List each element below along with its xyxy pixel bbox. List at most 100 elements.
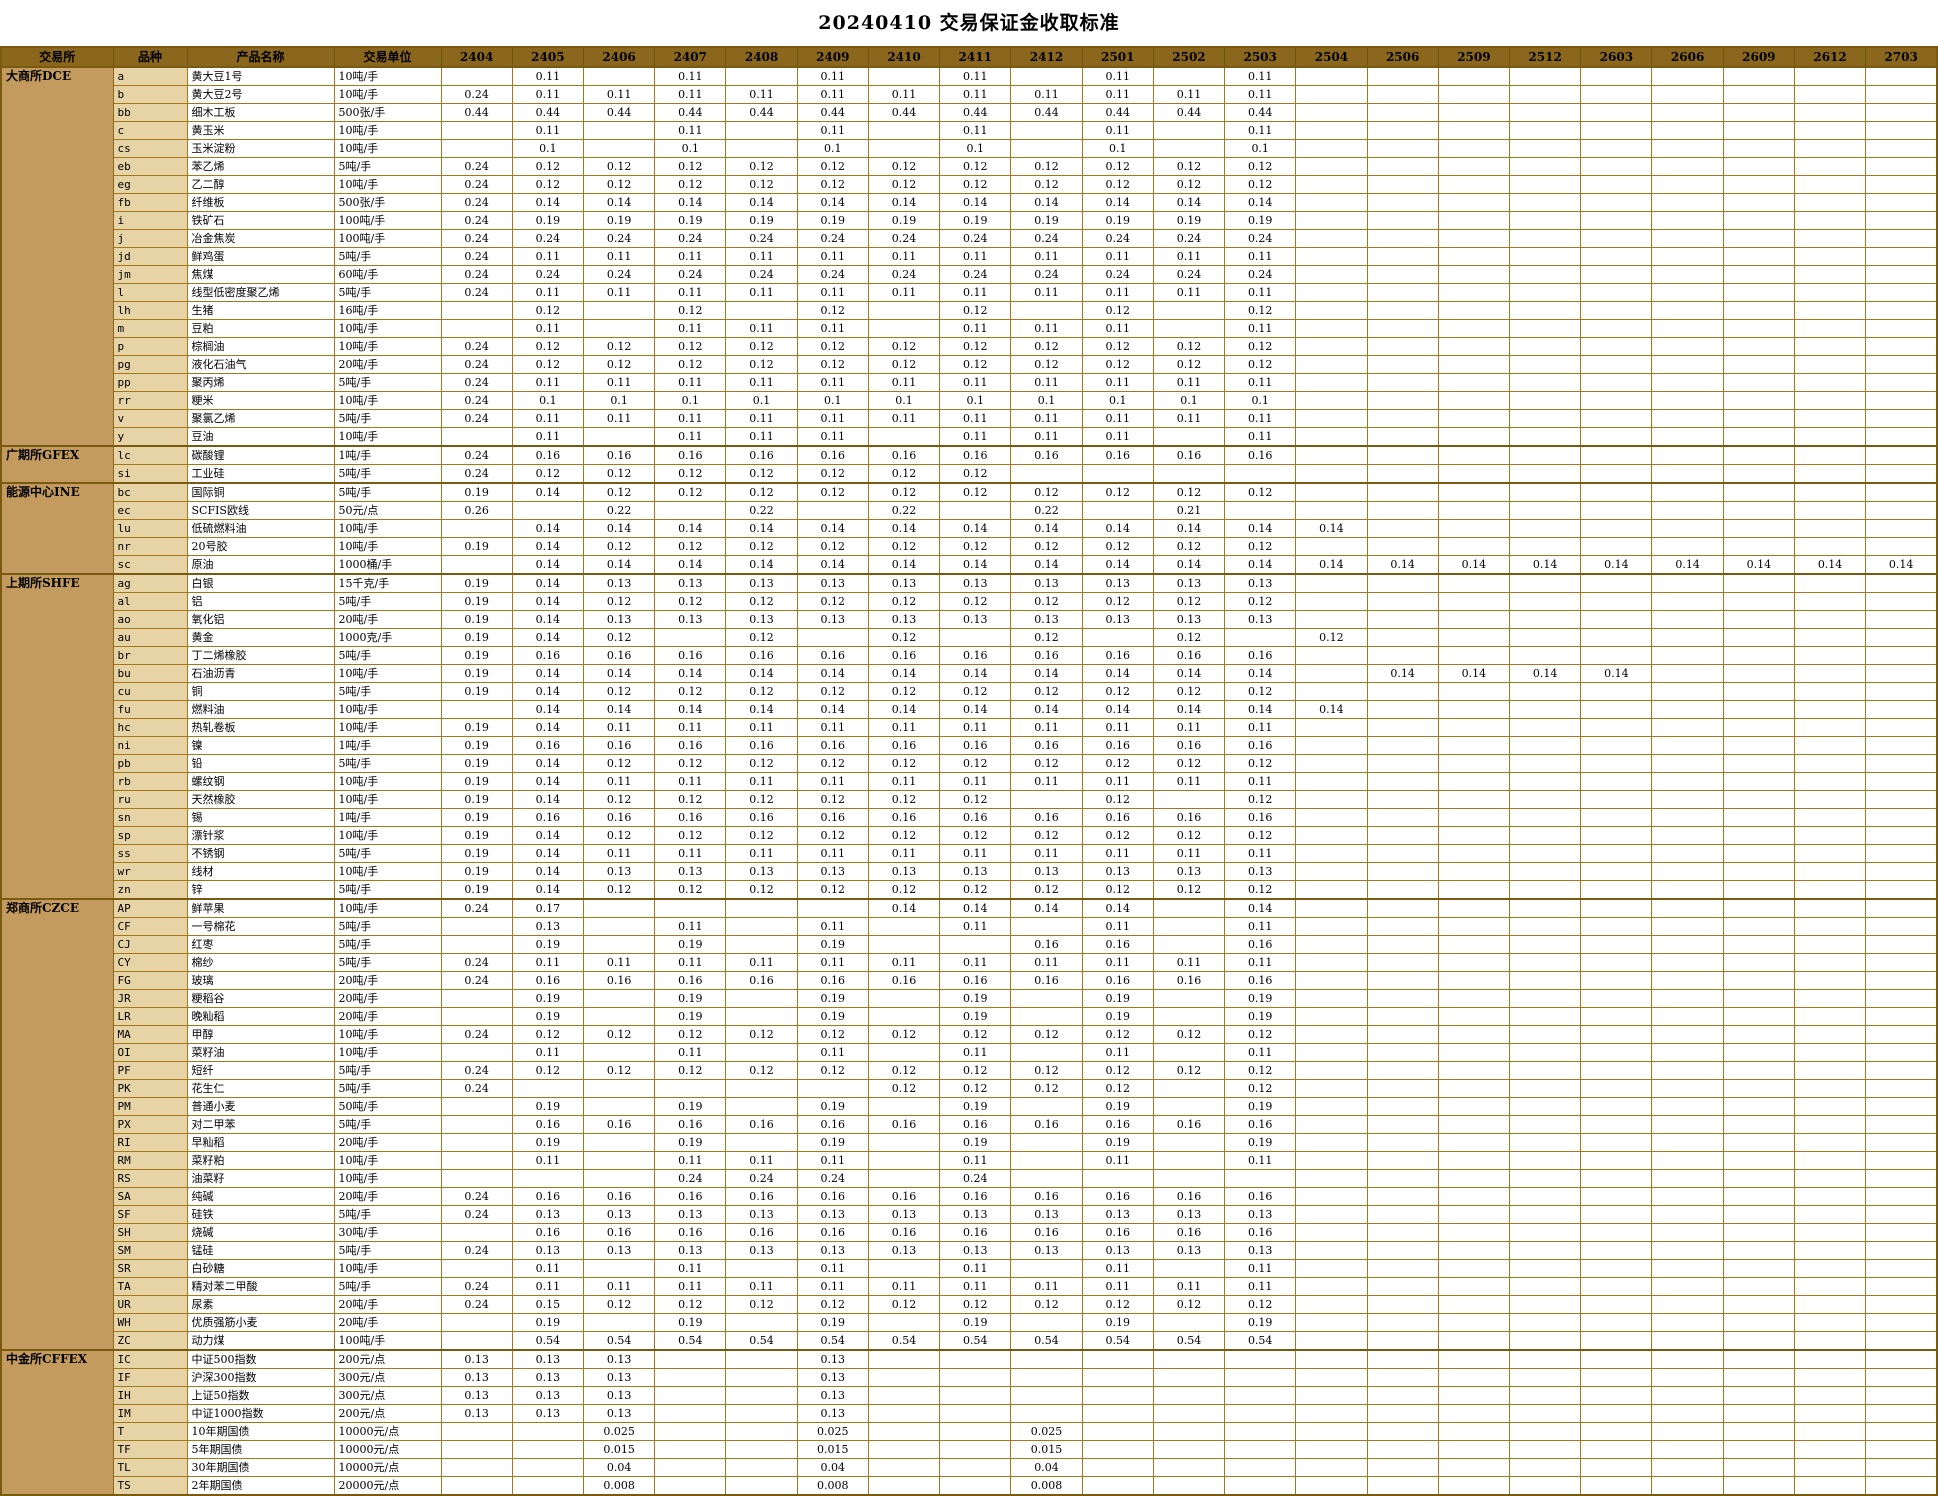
margin-value-cell[interactable]: 0.11 (1010, 844, 1083, 863)
margin-value-cell[interactable] (1580, 1133, 1653, 1152)
margin-value-cell[interactable]: 0.44 (1081, 103, 1154, 122)
product-name-cell[interactable]: 螺纹钢 (186, 772, 335, 791)
margin-value-cell[interactable]: 0.24 (440, 1079, 513, 1098)
margin-value-cell[interactable] (1793, 1295, 1867, 1314)
margin-value-cell[interactable] (725, 1404, 798, 1423)
margin-value-cell[interactable] (1793, 1277, 1867, 1296)
product-name-cell[interactable]: 烧碱 (186, 1223, 335, 1242)
margin-value-cell[interactable] (440, 1169, 513, 1188)
margin-value-cell[interactable]: 0.12 (867, 537, 941, 556)
margin-value-cell[interactable]: 0.14 (511, 790, 584, 809)
margin-value-cell[interactable]: 0.13 (1152, 1241, 1226, 1260)
margin-value-cell[interactable] (1865, 1404, 1938, 1423)
margin-value-cell[interactable] (1722, 391, 1795, 410)
margin-value-cell[interactable]: 0.14 (511, 193, 584, 212)
margin-value-cell[interactable] (1437, 898, 1511, 918)
product-name-cell[interactable]: 尿素 (186, 1295, 335, 1314)
margin-value-cell[interactable] (1865, 1097, 1938, 1116)
margin-value-cell[interactable]: 0.12 (725, 175, 798, 194)
margin-value-cell[interactable] (1366, 844, 1439, 863)
product-name-cell[interactable]: 菜籽油 (186, 1043, 335, 1062)
margin-value-cell[interactable] (511, 501, 584, 520)
margin-value-cell[interactable]: 0.13 (582, 573, 656, 593)
product-name-cell[interactable]: 白砂糖 (186, 1259, 335, 1278)
margin-value-cell[interactable]: 0.24 (440, 1205, 513, 1224)
margin-value-cell[interactable] (1793, 247, 1867, 266)
margin-value-cell[interactable]: 0.16 (511, 646, 584, 665)
margin-value-cell[interactable]: 0.12 (1081, 1295, 1154, 1314)
margin-value-cell[interactable]: 0.24 (1152, 265, 1226, 284)
margin-value-cell[interactable]: 0.19 (511, 1007, 584, 1026)
margin-value-cell[interactable] (1509, 935, 1582, 954)
margin-value-cell[interactable]: 0.11 (1152, 283, 1226, 302)
margin-value-cell[interactable]: 0.12 (654, 1025, 727, 1044)
margin-value-cell[interactable] (1793, 826, 1867, 845)
margin-value-cell[interactable]: 0.24 (440, 355, 513, 374)
margin-value-cell[interactable] (1366, 211, 1439, 230)
margin-value-cell[interactable] (1437, 826, 1511, 845)
margin-value-cell[interactable] (1722, 935, 1795, 954)
margin-value-cell[interactable] (1295, 646, 1368, 665)
margin-value-cell[interactable]: 0.11 (867, 373, 941, 392)
margin-value-cell[interactable] (939, 628, 1012, 647)
margin-value-cell[interactable]: 0.11 (1081, 1151, 1154, 1170)
variety-code-cell[interactable]: i (112, 211, 188, 230)
margin-value-cell[interactable] (1295, 482, 1368, 502)
margin-value-cell[interactable]: 0.12 (725, 826, 798, 845)
exchange-group-cell[interactable]: 上期所SHFE (0, 573, 114, 900)
margin-value-cell[interactable]: 0.11 (1224, 66, 1297, 86)
margin-value-cell[interactable] (1295, 501, 1368, 520)
margin-value-cell[interactable] (1651, 880, 1724, 900)
margin-value-cell[interactable] (1722, 592, 1795, 611)
margin-value-cell[interactable]: 0.12 (1081, 157, 1154, 176)
margin-value-cell[interactable]: 0.11 (939, 85, 1012, 104)
margin-value-cell[interactable] (1366, 501, 1439, 520)
margin-value-cell[interactable]: 0.44 (511, 103, 584, 122)
margin-value-cell[interactable]: 0.16 (939, 1115, 1012, 1134)
product-name-cell[interactable]: 粳米 (186, 391, 335, 410)
margin-value-cell[interactable] (1295, 754, 1368, 773)
margin-value-cell[interactable] (1437, 139, 1511, 158)
margin-value-cell[interactable] (582, 1097, 656, 1116)
margin-value-cell[interactable] (1366, 700, 1439, 719)
margin-value-cell[interactable]: 0.14 (1580, 664, 1653, 683)
margin-value-cell[interactable]: 0.14 (511, 880, 584, 900)
margin-value-cell[interactable] (1580, 610, 1653, 629)
month-header-2404[interactable]: 2404 (440, 46, 513, 68)
margin-value-cell[interactable]: 0.12 (725, 464, 798, 484)
margin-value-cell[interactable] (1295, 337, 1368, 356)
margin-value-cell[interactable] (1651, 682, 1724, 701)
product-name-cell[interactable]: 优质强筋小麦 (186, 1313, 335, 1332)
margin-value-cell[interactable] (1651, 1476, 1724, 1496)
margin-value-cell[interactable]: 0.12 (1010, 1025, 1083, 1044)
margin-value-cell[interactable] (1580, 1404, 1653, 1423)
product-name-cell[interactable]: 聚丙烯 (186, 373, 335, 392)
margin-value-cell[interactable] (1651, 772, 1724, 791)
product-name-cell[interactable]: 铝 (186, 592, 335, 611)
margin-value-cell[interactable] (1509, 319, 1582, 338)
margin-value-cell[interactable] (1793, 971, 1867, 990)
margin-value-cell[interactable]: 0.24 (654, 265, 727, 284)
margin-value-cell[interactable]: 0.025 (582, 1422, 656, 1441)
margin-value-cell[interactable] (1295, 1223, 1368, 1242)
margin-value-cell[interactable] (654, 1476, 727, 1496)
margin-value-cell[interactable]: 0.13 (796, 1349, 869, 1369)
margin-value-cell[interactable] (1722, 1458, 1795, 1477)
trading-unit-cell[interactable]: 5吨/手 (333, 283, 442, 302)
margin-value-cell[interactable] (1366, 193, 1439, 212)
margin-value-cell[interactable]: 0.14 (654, 519, 727, 538)
margin-value-cell[interactable] (1509, 682, 1582, 701)
month-header-2509[interactable]: 2509 (1437, 46, 1511, 68)
margin-value-cell[interactable] (1509, 1133, 1582, 1152)
margin-value-cell[interactable] (1793, 121, 1867, 140)
margin-value-cell[interactable]: 0.16 (1152, 1115, 1226, 1134)
month-header-2409[interactable]: 2409 (796, 46, 869, 68)
margin-value-cell[interactable] (1580, 754, 1653, 773)
margin-value-cell[interactable]: 0.11 (796, 718, 869, 737)
trading-unit-cell[interactable]: 5吨/手 (333, 935, 442, 954)
variety-code-cell[interactable]: WH (112, 1313, 188, 1332)
margin-value-cell[interactable] (1865, 989, 1938, 1008)
trading-unit-cell[interactable]: 20000元/点 (333, 1476, 442, 1496)
margin-value-cell[interactable] (1509, 265, 1582, 284)
margin-value-cell[interactable] (939, 1458, 1012, 1477)
